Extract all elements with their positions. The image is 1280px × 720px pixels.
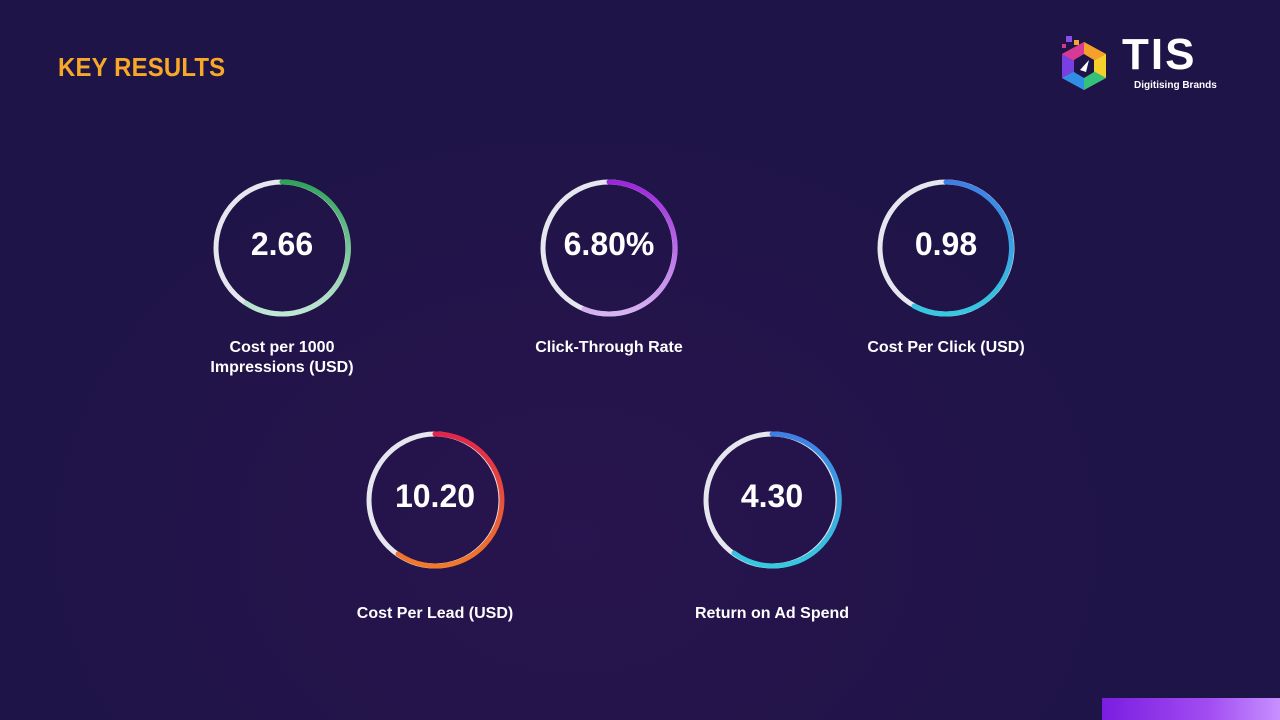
progress-ring: 2.66 <box>212 178 352 318</box>
progress-ring: 4.30 <box>702 430 842 570</box>
metric-label: Cost Per Lead (USD) <box>356 605 514 622</box>
metric-value: 0.98 <box>914 226 978 262</box>
metric-label: Return on Ad Spend <box>694 605 850 622</box>
logo-wordmark: TIS <box>1122 30 1197 79</box>
progress-ring: 10.20 <box>365 430 505 570</box>
progress-ring: 6.80% <box>539 178 679 318</box>
metric-value: 6.80% <box>563 226 655 262</box>
metric-value: 2.66 <box>250 226 314 262</box>
metric-label: Cost per 1000 Impressions (USD) <box>210 339 354 376</box>
tis-logo-mark-icon <box>1062 36 1106 90</box>
progress-ring: 0.98 <box>876 178 1016 318</box>
metric-label: Cost Per Click (USD) <box>867 339 1025 356</box>
page-title: KEY RESULTS <box>58 52 226 82</box>
metric-label: Click-Through Rate <box>535 339 683 356</box>
metric-value: 4.30 <box>740 478 804 514</box>
tis-logo: TIS Digitising Brands <box>1056 30 1236 98</box>
corner-accent-bar <box>1102 698 1280 720</box>
logo-tagline: Digitising Brands <box>1134 80 1217 91</box>
metric-value: 10.20 <box>394 478 476 514</box>
